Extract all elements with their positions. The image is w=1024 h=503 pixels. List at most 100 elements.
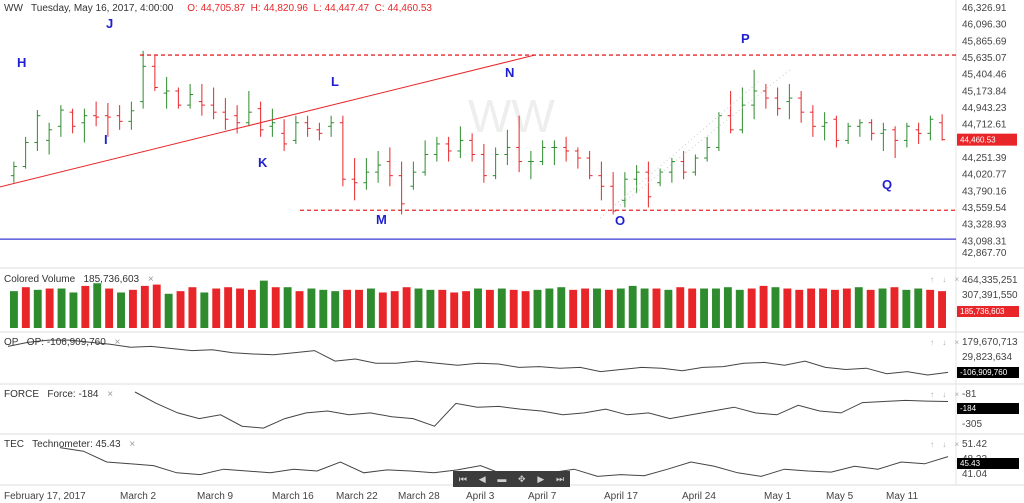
price-axis-label: 43,328.93 — [962, 220, 1007, 231]
op-panel-label: OP: — [26, 337, 45, 348]
ohlc-bar — [856, 119, 863, 137]
force-panel-title: FORCE Force: -184 × — [4, 389, 113, 400]
date-axis-label: February 17, 2017 — [4, 491, 86, 502]
volume-bar — [188, 287, 197, 328]
op-close-icon[interactable]: × — [114, 337, 121, 348]
volume-bar — [331, 291, 340, 328]
ohlc-bar — [339, 115, 346, 187]
pattern-label-k: K — [258, 155, 268, 170]
ohlc-bar — [46, 122, 53, 155]
price-axis-label: 45,635.07 — [962, 53, 1007, 64]
tec-axis-label: 41.04 — [962, 469, 987, 480]
price-axis-label: 44,251.39 — [962, 153, 1007, 164]
volume-axis-label: 307,391,550 — [962, 290, 1018, 301]
volume-panel-value: 185,736,603 — [83, 274, 140, 285]
price-axis-label: 44,712.61 — [962, 120, 1007, 131]
ohlc-bar — [927, 115, 934, 141]
pattern-label-i: I — [104, 132, 108, 147]
volume-bar — [866, 289, 875, 328]
price-axis-label: 44,943.23 — [962, 103, 1007, 114]
ohlc-bar — [93, 101, 100, 127]
force-panel-value: -184 — [78, 389, 99, 400]
volume-bar — [783, 288, 792, 328]
volume-bar — [438, 289, 447, 328]
ohlc-bar — [375, 150, 382, 183]
ohlc-bar — [715, 112, 722, 151]
volume-bar — [640, 288, 649, 328]
indicator-value-badge-text: 45.43 — [960, 459, 981, 468]
volume-bar — [819, 288, 828, 328]
volume-bar — [509, 289, 518, 328]
nav-next-icon[interactable]: ▶ — [537, 473, 545, 484]
price-axis-label: 44,020.77 — [962, 170, 1007, 181]
tec-panel-controls[interactable]: ↑ ↓ × — [930, 440, 963, 449]
force-close-icon[interactable]: × — [107, 389, 114, 400]
nav-zoom-out-icon[interactable]: ▬ — [497, 474, 507, 484]
volume-panel-controls[interactable]: ↑ ↓ × — [930, 275, 963, 284]
ohlc-bar — [798, 91, 805, 123]
nav-pan-icon[interactable]: ✥ — [518, 473, 526, 484]
ohlc-bar — [104, 103, 111, 137]
volume-bar — [414, 288, 423, 328]
volume-bar — [57, 288, 66, 328]
tec-panel-title: TEC Technometer: 45.43 × — [4, 439, 135, 450]
volume-bar — [854, 287, 863, 328]
ohlc-bar — [704, 136, 711, 162]
volume-bar — [259, 280, 268, 328]
volume-bar — [93, 283, 102, 328]
chart-navigator[interactable]: ⏮ ◀ ▬ ✥ ▶ ⏭ — [453, 471, 570, 487]
volume-bar — [533, 289, 542, 328]
current-price-badge-text: 44,460.53 — [960, 136, 996, 145]
ohlc-bar — [245, 91, 252, 127]
volume-bar — [200, 292, 209, 328]
nav-first-icon[interactable]: ⏮ — [458, 473, 467, 484]
op-panel-controls[interactable]: ↑ ↓ × — [930, 338, 963, 347]
price-axis-label: 45,173.84 — [962, 86, 1007, 97]
date-axis-label: April 7 — [528, 491, 557, 502]
volume-panel-name: Colored Volume — [4, 274, 76, 285]
ohlc-bar — [880, 122, 887, 151]
volume-close-icon[interactable]: × — [147, 274, 154, 285]
force-axis-label: -305 — [962, 419, 982, 430]
volume-bar — [890, 287, 899, 328]
volume-bar — [723, 287, 732, 328]
ohlc-bar — [140, 50, 147, 109]
volume-bar — [224, 287, 233, 328]
date-axis-label: March 22 — [336, 491, 378, 502]
indicator-value-badge — [957, 458, 1019, 469]
force-panel-controls[interactable]: ↑ ↓ × — [930, 390, 963, 399]
price-axis-label: 45,404.46 — [962, 70, 1007, 81]
ohlc-bar — [410, 161, 417, 190]
volume-bar — [557, 287, 566, 328]
date-axis-label: April 17 — [604, 491, 638, 502]
ohlc-bar — [774, 87, 781, 116]
nav-last-icon[interactable]: ⏭ — [555, 473, 565, 484]
volume-bar — [938, 291, 946, 328]
pattern-label-n: N — [505, 65, 514, 80]
volume-bar — [474, 288, 482, 328]
indicator-value-badge — [957, 367, 1019, 378]
volume-bar — [81, 285, 90, 328]
ohlc-bar — [786, 83, 793, 120]
volume-bar — [283, 287, 292, 328]
ohlc-header: WW Tuesday, May 16, 2017, 4:00:00 O: 44,… — [4, 3, 432, 14]
volume-badge — [957, 306, 1019, 317]
tec-close-icon[interactable]: × — [129, 439, 136, 450]
ohlc-bar — [610, 172, 617, 215]
volume-bar — [426, 289, 435, 328]
volume-bar — [128, 289, 137, 328]
ohlc-bar — [386, 147, 393, 187]
volume-bar — [926, 289, 935, 328]
price-axis-label: 43,559.54 — [962, 203, 1007, 214]
nav-prev-icon[interactable]: ◀ — [478, 473, 486, 484]
ohlc-bar — [762, 83, 769, 109]
date-axis-label: March 28 — [398, 491, 440, 502]
watermark-text: WW — [468, 90, 555, 142]
volume-bar — [378, 292, 387, 328]
volume-bar — [878, 288, 887, 328]
force-axis-label: -81 — [962, 389, 977, 400]
indicator-value-badge-text: -106,909,760 — [960, 368, 1008, 377]
close-value: C: 44,460.53 — [374, 3, 432, 14]
ohlc-bar — [210, 87, 217, 120]
